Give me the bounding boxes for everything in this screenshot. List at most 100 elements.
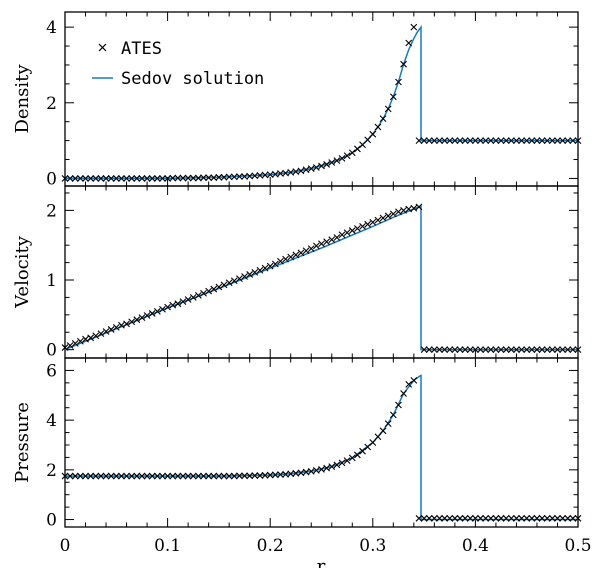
density-ates-point — [420, 137, 428, 144]
pressure-ates-point — [271, 471, 279, 479]
density-ates-point — [415, 137, 423, 144]
density-ates-point — [66, 175, 74, 182]
pressure-ates-point — [482, 514, 490, 522]
density-ates-point — [379, 115, 387, 123]
velocity-ates-point — [312, 242, 320, 250]
velocity-ates-point — [97, 330, 105, 338]
velocity-ates-point — [548, 346, 556, 354]
pressure-ates-point — [210, 472, 218, 480]
velocity-ates-point — [410, 204, 418, 212]
pressure-ates-point — [338, 459, 346, 467]
pressure-ates-point — [143, 472, 151, 480]
density-ates-point — [395, 78, 402, 86]
density-ates-point — [451, 137, 459, 144]
velocity-ates-point — [374, 216, 382, 224]
velocity-ates-point — [271, 260, 279, 268]
density-y-tick-label: 2 — [46, 94, 57, 114]
velocity-ates-point — [354, 225, 361, 232]
velocity-y-tick-label: 2 — [46, 201, 57, 221]
pressure-ates-point — [436, 514, 443, 522]
velocity-ates-point — [533, 346, 541, 354]
pressure-ates-point — [164, 472, 171, 480]
density-ates-point — [174, 174, 182, 182]
pressure-ates-point — [87, 472, 95, 480]
pressure-ates-point — [246, 472, 254, 480]
velocity-ates-point — [118, 321, 125, 329]
density-ates-point — [369, 130, 377, 138]
pressure-ates-point — [415, 514, 423, 522]
pressure-ates-point — [148, 472, 156, 480]
pressure-ates-point — [189, 472, 197, 480]
pressure-ates-point — [118, 472, 125, 480]
pressure-x-tick-label: 0.2 — [257, 536, 284, 556]
density-y-axis-title: Density — [12, 64, 33, 134]
density-ates-point — [169, 174, 177, 182]
legend-label-ates: ATES — [121, 39, 162, 59]
pressure-ates-point — [441, 514, 449, 522]
density-ates-point — [189, 174, 197, 182]
density-ates-point — [118, 175, 125, 182]
density-ates-point — [523, 137, 531, 144]
velocity-ates-point — [482, 346, 490, 354]
pressure-ates-point — [66, 472, 74, 480]
pressure-ates-point — [277, 471, 284, 478]
velocity-ates-point — [174, 300, 182, 308]
velocity-ates-point — [441, 346, 449, 354]
velocity-ates-point — [400, 206, 407, 214]
pressure-ates-point — [112, 472, 120, 480]
velocity-ates-point — [559, 346, 566, 354]
velocity-ates-point — [497, 346, 505, 354]
density-ates-point — [112, 175, 120, 182]
pressure-ates-point — [128, 472, 136, 480]
density-ates-point — [456, 137, 464, 144]
density-ates-point — [77, 175, 84, 182]
velocity-ates-point — [241, 273, 248, 280]
velocity-ates-point — [159, 305, 166, 313]
density-y-tick-label: 0 — [46, 169, 57, 189]
density-ates-point — [302, 166, 310, 174]
pressure-ates-point — [477, 514, 484, 522]
velocity-y-tick-label: 1 — [46, 271, 57, 291]
velocity-ates-point — [184, 296, 192, 303]
velocity-ates-point — [513, 346, 520, 354]
density-ates-point — [348, 149, 356, 157]
density-ates-point — [543, 137, 551, 144]
density-ates-point — [133, 175, 141, 182]
pressure-ates-point — [261, 471, 269, 479]
density-ates-point — [533, 137, 541, 144]
velocity-y-tick-label: 0 — [46, 341, 57, 361]
velocity-ates-point — [302, 247, 310, 255]
pressure-ates-point — [200, 472, 207, 480]
velocity-ates-point — [66, 342, 74, 349]
pressure-x-tick-label: 0 — [60, 536, 71, 556]
density-ates-point — [518, 137, 525, 144]
velocity-ates-point — [256, 266, 264, 274]
velocity-ates-point — [348, 227, 356, 234]
density-ates-point — [400, 60, 407, 68]
density-ates-point — [538, 137, 546, 144]
velocity-ates-point — [543, 346, 551, 354]
pressure-ates-point — [123, 472, 130, 480]
pressure-ates-point — [420, 514, 428, 522]
pressure-ates-point — [194, 472, 202, 480]
velocity-ates-point — [554, 346, 561, 354]
density-ates-point — [446, 137, 454, 144]
velocity-ates-point — [379, 214, 387, 222]
pressure-ates-point — [466, 514, 474, 522]
density-ates-point — [574, 137, 582, 144]
pressure-ates-point — [312, 466, 320, 474]
pressure-panel: 0 2 4 6 0 0.1 0.2 0.3 0.4 0.5 Pressure — [12, 357, 592, 556]
velocity-ates-point — [389, 210, 397, 218]
pressure-ates-point — [374, 433, 382, 441]
velocity-ates-point — [569, 346, 577, 354]
density-ates-point — [328, 159, 336, 166]
velocity-ates-point — [102, 328, 110, 335]
velocity-ates-point — [236, 275, 243, 283]
pressure-ates-point — [487, 514, 495, 522]
velocity-panel: 0 1 2 Velocity — [12, 185, 582, 361]
pressure-ates-point — [538, 514, 546, 522]
velocity-ates-point — [225, 279, 233, 287]
pressure-y-tick-label: 2 — [46, 461, 57, 481]
density-ates-point — [184, 174, 192, 182]
